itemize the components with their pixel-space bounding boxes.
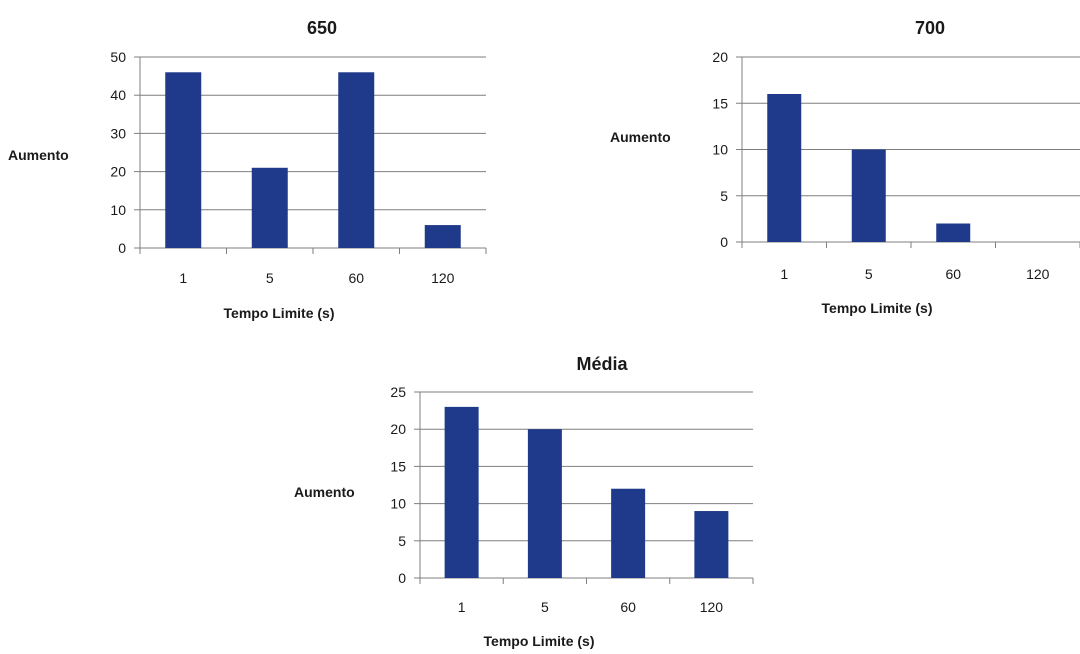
bar	[444, 406, 479, 578]
x-tick-label: 60	[945, 266, 961, 282]
x-tick-label: 1	[458, 599, 466, 615]
bar	[611, 488, 646, 578]
y-axis-label: Aumento	[294, 484, 355, 500]
chart-title: 700	[915, 18, 945, 38]
y-tick-label: 50	[110, 49, 126, 65]
y-axis-label: Aumento	[8, 147, 69, 163]
bar	[936, 223, 971, 242]
y-tick-label: 10	[110, 202, 126, 218]
x-tick-label: 1	[780, 266, 788, 282]
y-tick-label: 15	[390, 458, 406, 474]
bar	[251, 167, 288, 248]
chart-title: 650	[307, 18, 337, 38]
x-tick-label: 120	[700, 599, 724, 615]
bar	[851, 149, 886, 242]
chart-650: 650 Aumento Tempo Limite (s) 0 10 20 30 40 50…	[8, 18, 487, 321]
y-tick-label: 5	[720, 188, 728, 204]
x-tick-label: 1	[179, 270, 187, 286]
x-tick-label: 5	[541, 599, 549, 615]
y-tick-label: 20	[110, 164, 126, 180]
y-tick-label: 40	[110, 87, 126, 103]
x-tick-label: 60	[348, 270, 364, 286]
x-tick-label: 120	[1026, 266, 1050, 282]
y-tick-label: 30	[110, 125, 126, 141]
bar	[165, 72, 202, 248]
y-tick-label: 0	[720, 234, 728, 250]
y-tick-label: 15	[712, 95, 728, 111]
y-tick-label: 5	[398, 533, 406, 549]
y-tick-label: 25	[390, 384, 406, 400]
chart-title: Média	[576, 354, 628, 374]
bar	[527, 429, 562, 578]
y-tick-label: 10	[712, 142, 728, 158]
x-axis-label: Tempo Limite (s)	[484, 633, 595, 649]
y-axis-label: Aumento	[610, 129, 671, 145]
bar	[694, 511, 729, 578]
x-tick-label: 120	[431, 270, 455, 286]
x-tick-label: 60	[620, 599, 636, 615]
y-tick-label: 20	[712, 49, 728, 65]
bar	[424, 225, 461, 248]
y-tick-label: 0	[118, 240, 126, 256]
bar	[767, 94, 802, 242]
x-axis-label: Tempo Limite (s)	[224, 305, 335, 321]
x-tick-label: 5	[865, 266, 873, 282]
x-tick-label: 5	[266, 270, 274, 286]
y-tick-label: 10	[390, 496, 406, 512]
bar	[338, 72, 375, 248]
chart-media: Média Aumento Tempo Limite (s) 051015202…	[294, 354, 754, 649]
y-tick-label: 20	[390, 421, 406, 437]
y-tick-label: 0	[398, 570, 406, 586]
x-axis-label: Tempo Limite (s)	[822, 300, 933, 316]
